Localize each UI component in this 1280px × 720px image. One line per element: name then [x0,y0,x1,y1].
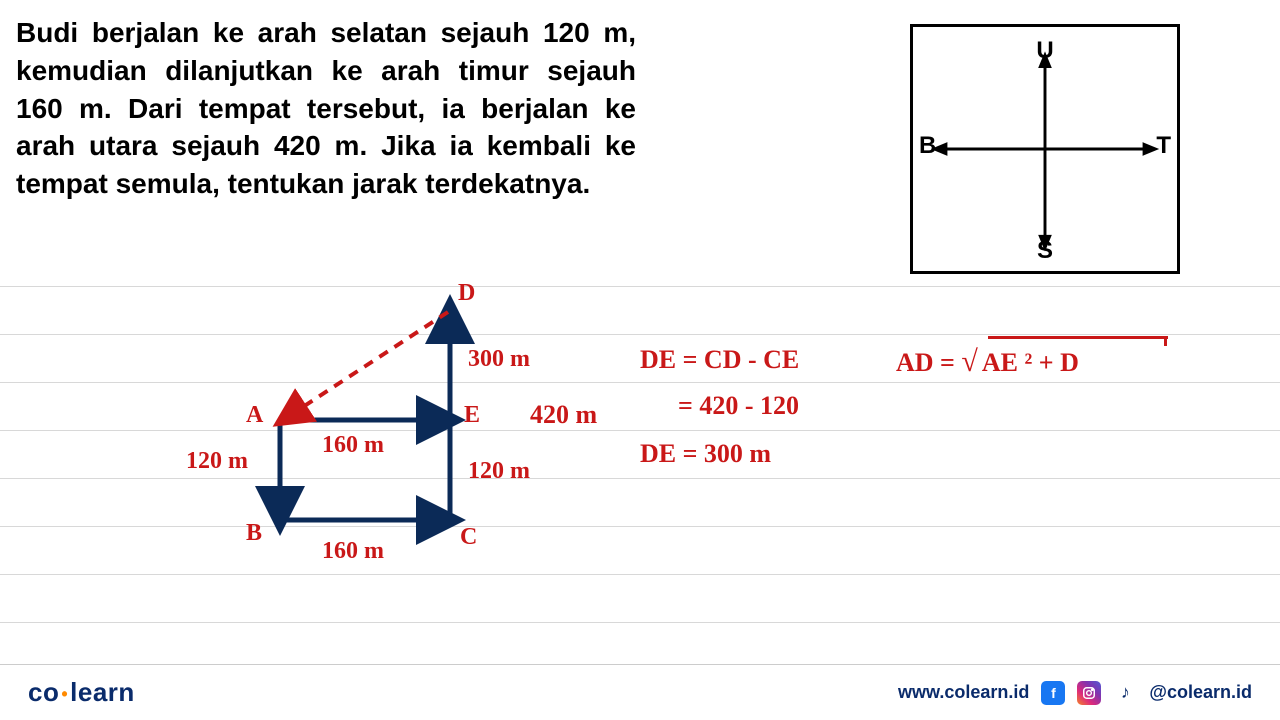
work-l4-pre: AD = [896,348,961,377]
sqrt-sign: √ [961,345,977,378]
problem-text: Budi berjalan ke arah selatan sejauh 120… [16,14,636,203]
logo-learn: learn [70,677,135,707]
sqrt-hook [1164,336,1167,346]
compass-west: B [919,132,936,160]
footer-handle: @colearn.id [1149,682,1252,703]
work-l4-in: AE ² + D [978,348,1079,377]
tiktok-icon: ♪ [1113,681,1137,705]
footer-right: www.colearn.id f ♪ @colearn.id [898,681,1252,705]
work-l1: DE = CD - CE [640,345,799,375]
len-AB: 120 m [186,448,248,475]
footer-url: www.colearn.id [898,682,1029,703]
logo-dot: • [59,684,70,704]
pt-B: B [246,520,262,547]
len-BC: 160 m [322,538,384,565]
logo: co•learn [28,677,135,708]
pt-E: E [464,402,480,429]
work-l4: AD = √AE ² + D [896,345,1079,379]
logo-co: co [28,677,59,707]
diagram: A B C D E 120 m 160 m 160 m 120 m 300 m … [180,280,600,580]
compass-east: T [1156,132,1171,160]
pt-D: D [458,280,475,307]
compass-south: S [1037,237,1053,265]
diagram-svg [180,280,600,580]
sqrt-vinculum [988,336,1168,339]
footer: co•learn www.colearn.id f ♪ @colearn.id [0,664,1280,720]
len-CD: 420 m [530,400,597,430]
len-DE: 300 m [468,346,530,373]
work-l2: = 420 - 120 [678,391,799,421]
work-l3: DE = 300 m [640,439,771,469]
len-CE: 120 m [468,458,530,485]
instagram-icon [1077,681,1101,705]
len-AE: 160 m [322,432,384,459]
facebook-icon: f [1041,681,1065,705]
compass-north: U [1036,37,1053,65]
pt-A: A [246,402,263,429]
compass-box: U S B T [910,24,1180,274]
pt-C: C [460,524,477,551]
work-area: DE = CD - CE = 420 - 120 DE = 300 m AD =… [640,335,1260,535]
